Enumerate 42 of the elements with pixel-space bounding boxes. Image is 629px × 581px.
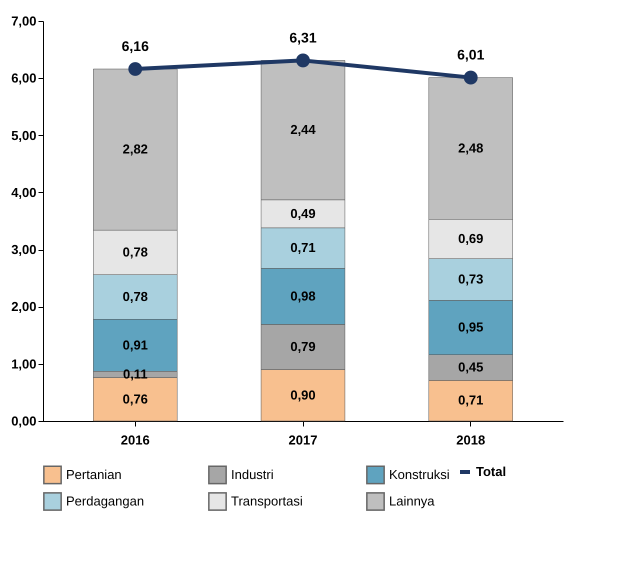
data-label: 0,78 xyxy=(122,289,148,304)
data-label: 0,73 xyxy=(458,272,484,287)
y-tick-label: 4,00 xyxy=(11,184,36,200)
legend-label: Transportasi xyxy=(231,494,303,508)
data-label: 0,76 xyxy=(122,391,148,406)
data-label: 6,16 xyxy=(122,38,150,54)
data-label: 0,49 xyxy=(290,206,316,221)
legend-label: Total xyxy=(476,464,506,479)
legend-label: Pertanian xyxy=(66,466,122,482)
point xyxy=(464,70,478,84)
y-tick-label: 7,00 xyxy=(11,14,36,28)
y-tick-label: 3,00 xyxy=(11,242,36,258)
y-tick-label: 5,00 xyxy=(11,128,36,143)
data-label: 0,78 xyxy=(122,244,148,260)
data-label: 6,31 xyxy=(289,29,317,46)
data-label: 0,71 xyxy=(458,392,484,408)
data-label: 0,45 xyxy=(458,360,484,375)
data-label: 0,79 xyxy=(290,339,316,354)
legend-label: Industri xyxy=(231,466,274,482)
legend-label: Perdagangan xyxy=(66,494,144,508)
data-label: 2,44 xyxy=(290,122,316,138)
point xyxy=(296,54,310,68)
data-label: 2,82 xyxy=(122,142,148,157)
x-tick-label: 2016 xyxy=(120,432,150,448)
x-tick-label: 2017 xyxy=(288,432,318,448)
data-label: 0,98 xyxy=(290,288,316,304)
data-label: 0,69 xyxy=(458,231,484,246)
x-tick-label: 2018 xyxy=(456,432,486,448)
legend-label: Konstruksi xyxy=(389,466,450,482)
y-tick-label: 2,00 xyxy=(11,299,36,314)
data-label: 0,11 xyxy=(122,366,148,382)
data-label: 2,48 xyxy=(458,140,484,156)
data-label: 6,01 xyxy=(457,46,485,63)
y-tick-label: 0,00 xyxy=(11,414,36,428)
y-tick-label: 6,00 xyxy=(11,70,36,86)
data-label: 0,91 xyxy=(122,337,148,352)
data-label: 0,90 xyxy=(290,387,316,402)
data-label: 0,95 xyxy=(458,320,484,335)
legend-label: Lainnya xyxy=(389,494,436,508)
point xyxy=(128,62,142,76)
y-tick-label: 1,00 xyxy=(11,356,36,372)
data-label: 0,71 xyxy=(290,240,316,256)
